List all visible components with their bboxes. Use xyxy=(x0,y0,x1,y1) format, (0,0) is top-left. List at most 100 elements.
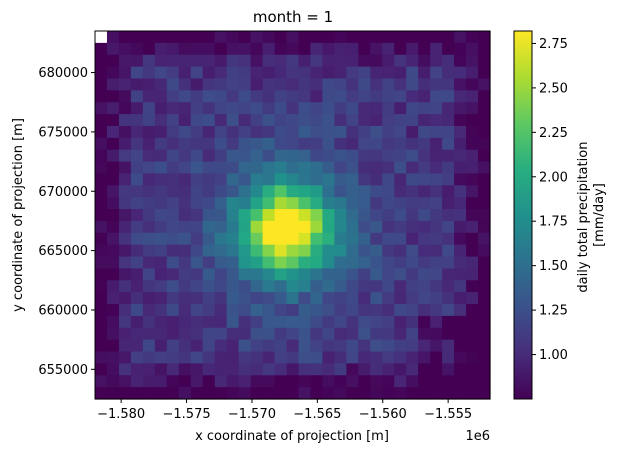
heatmap-cell xyxy=(358,102,371,115)
heatmap-cell xyxy=(118,54,132,68)
heatmap-cell xyxy=(190,292,204,305)
heatmap-cell xyxy=(106,161,120,175)
heatmap-cell xyxy=(238,149,252,163)
heatmap-cell xyxy=(334,363,347,376)
heatmap-cell xyxy=(142,304,156,317)
heatmap-cell xyxy=(166,304,180,317)
heatmap-cell xyxy=(166,292,180,305)
heatmap-cell xyxy=(202,339,216,353)
heatmap-cell xyxy=(238,90,252,103)
heatmap-cell xyxy=(166,209,180,222)
heatmap-cell xyxy=(322,66,335,80)
heatmap-cell xyxy=(166,256,180,270)
heatmap-cell xyxy=(310,90,324,103)
heatmap-cell xyxy=(274,244,288,258)
heatmap-cell xyxy=(154,90,168,103)
heatmap-cell xyxy=(430,244,443,258)
heatmap-cell xyxy=(106,363,120,376)
heatmap-cell xyxy=(250,232,264,246)
colorbar-label-line1: daily total precipitation xyxy=(576,142,591,293)
heatmap-cell xyxy=(238,292,252,305)
heatmap-cell xyxy=(214,351,228,364)
heatmap-cell xyxy=(238,375,252,388)
heatmap-cell xyxy=(190,375,204,388)
heatmap-cell xyxy=(274,327,288,341)
heatmap-cell xyxy=(286,232,300,246)
heatmap-cell xyxy=(466,220,479,234)
heatmap-cell xyxy=(286,351,300,364)
heatmap-cell xyxy=(430,31,443,44)
heatmap-cell xyxy=(406,102,419,115)
heatmap-cell xyxy=(430,292,443,305)
heatmap-cell xyxy=(190,125,204,139)
heatmap-cell xyxy=(95,173,108,186)
heatmap-cell xyxy=(226,173,240,186)
colorbar-tick-label: 1.50 xyxy=(539,259,568,274)
heatmap-cell xyxy=(322,387,335,400)
heatmap-cell xyxy=(250,280,264,293)
heatmap-cell xyxy=(118,149,132,163)
heatmap-cell xyxy=(166,268,180,281)
heatmap-cell xyxy=(466,197,479,210)
heatmap-cell xyxy=(346,185,359,198)
heatmap-cell xyxy=(190,102,204,115)
heatmap-cell xyxy=(166,280,180,293)
heatmap-cell xyxy=(346,232,359,246)
heatmap-cell xyxy=(430,185,443,198)
heatmap-cell xyxy=(142,54,156,68)
heatmap-cell xyxy=(370,387,383,400)
heatmap-cell xyxy=(214,125,228,139)
heatmap-cell xyxy=(130,161,144,175)
y-tick-label: 660000 xyxy=(38,303,88,318)
heatmap-cell xyxy=(430,351,443,364)
heatmap-cell xyxy=(106,149,120,163)
heatmap-cell xyxy=(238,78,252,91)
heatmap-cell xyxy=(214,256,228,270)
heatmap-cell xyxy=(142,125,156,139)
heatmap-cell xyxy=(238,197,252,210)
heatmap-cell xyxy=(142,137,156,151)
heatmap-cell xyxy=(334,244,347,258)
heatmap-cell xyxy=(370,292,383,305)
heatmap-cell xyxy=(190,220,204,234)
heatmap-cell xyxy=(95,125,108,139)
heatmap-cell xyxy=(202,220,216,234)
heatmap-cell xyxy=(95,54,108,68)
heatmap-cell xyxy=(130,197,144,210)
heatmap-cell xyxy=(478,209,491,222)
heatmap-cell xyxy=(178,161,192,175)
heatmap-cell xyxy=(358,351,371,364)
heatmap-cell xyxy=(478,327,491,341)
heatmap-cell xyxy=(190,339,204,353)
heatmap-cell xyxy=(95,351,108,364)
heatmap-cell xyxy=(298,315,312,329)
heatmap-cell xyxy=(95,102,108,115)
heatmap-cell xyxy=(418,197,431,210)
heatmap-cell xyxy=(250,161,264,175)
heatmap-cell xyxy=(118,363,132,376)
heatmap-cell xyxy=(106,304,120,317)
heatmap-cell xyxy=(142,387,156,400)
heatmap-cell xyxy=(106,256,120,270)
heatmap-cell xyxy=(418,149,431,163)
heatmap-cell xyxy=(346,304,359,317)
heatmap-cell xyxy=(142,161,156,175)
heatmap-cell xyxy=(214,173,228,186)
heatmap-cell xyxy=(214,209,228,222)
heatmap-cell xyxy=(154,292,168,305)
heatmap-cell xyxy=(142,185,156,198)
heatmap-cell xyxy=(190,232,204,246)
heatmap-cell xyxy=(358,375,371,388)
heatmap-cell xyxy=(286,66,300,80)
heatmap-cell xyxy=(370,149,383,163)
heatmap-cell xyxy=(286,256,300,270)
heatmap-cell xyxy=(166,173,180,186)
heatmap-cell xyxy=(466,66,479,80)
heatmap-cell xyxy=(418,114,431,127)
heatmap-cell xyxy=(202,315,216,329)
heatmap-cell xyxy=(370,315,383,329)
heatmap-cell xyxy=(310,232,324,246)
heatmap-cell xyxy=(334,54,347,68)
heatmap-cell xyxy=(334,220,347,234)
